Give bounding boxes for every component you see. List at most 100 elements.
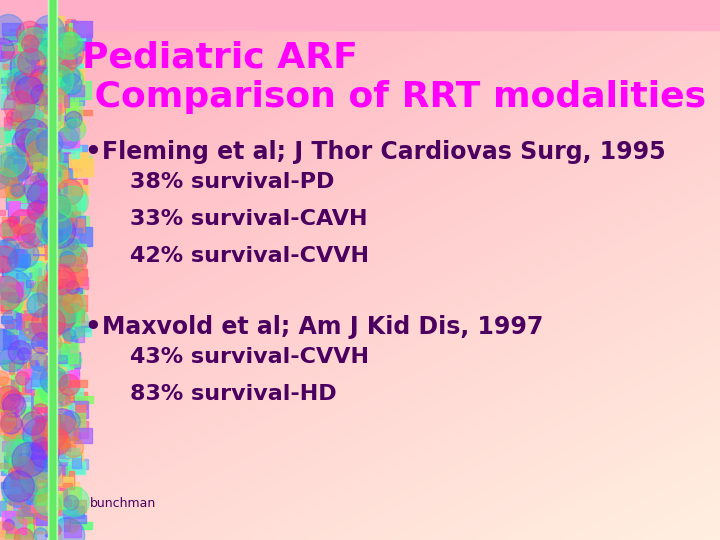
Bar: [66, 50, 77, 69]
Bar: [70, 309, 84, 322]
Bar: [73, 158, 93, 176]
Bar: [42, 495, 53, 505]
Bar: [43, 116, 63, 130]
Circle shape: [22, 472, 53, 502]
Bar: [63, 259, 82, 266]
Bar: [58, 324, 72, 330]
Bar: [30, 176, 41, 181]
Bar: [30, 70, 39, 87]
Bar: [58, 217, 76, 227]
Bar: [40, 158, 50, 174]
Circle shape: [40, 367, 68, 394]
Bar: [0, 467, 75, 472]
Bar: [51, 261, 66, 270]
Bar: [71, 64, 83, 69]
Bar: [55, 198, 63, 215]
Circle shape: [0, 145, 27, 177]
Bar: [24, 33, 30, 40]
Bar: [6, 291, 12, 303]
Bar: [32, 373, 47, 389]
Bar: [51, 287, 60, 292]
Bar: [55, 443, 71, 457]
Bar: [10, 330, 24, 344]
Bar: [66, 165, 74, 179]
Bar: [48, 193, 55, 200]
Bar: [30, 463, 48, 480]
Bar: [71, 219, 84, 232]
Bar: [0, 503, 75, 508]
Circle shape: [0, 347, 24, 372]
Bar: [48, 211, 66, 229]
Bar: [47, 516, 59, 531]
Bar: [4, 238, 12, 247]
Bar: [31, 367, 46, 386]
Bar: [50, 229, 57, 240]
Bar: [30, 284, 43, 301]
Circle shape: [15, 119, 50, 154]
Bar: [60, 267, 68, 280]
Bar: [68, 230, 81, 250]
Bar: [29, 471, 36, 485]
Bar: [68, 19, 75, 35]
Bar: [24, 525, 32, 537]
Bar: [7, 192, 20, 201]
Circle shape: [16, 53, 30, 68]
Bar: [18, 30, 22, 50]
Bar: [69, 515, 86, 523]
Bar: [11, 420, 16, 430]
Bar: [15, 56, 33, 66]
Bar: [61, 352, 80, 368]
Circle shape: [12, 440, 35, 463]
Bar: [53, 33, 64, 51]
Bar: [42, 239, 56, 244]
Bar: [73, 21, 91, 37]
Circle shape: [12, 241, 39, 268]
Bar: [2, 498, 8, 512]
Bar: [68, 215, 84, 220]
Bar: [25, 429, 42, 441]
Bar: [69, 203, 81, 221]
Circle shape: [29, 442, 58, 471]
Circle shape: [9, 249, 30, 271]
Bar: [22, 272, 34, 276]
Bar: [28, 130, 40, 138]
Bar: [12, 186, 22, 192]
Bar: [61, 256, 73, 271]
Bar: [40, 376, 52, 384]
Bar: [9, 465, 21, 479]
Bar: [67, 69, 84, 88]
Bar: [14, 150, 18, 157]
Bar: [44, 467, 55, 480]
Bar: [17, 369, 31, 375]
Bar: [18, 343, 25, 349]
Bar: [3, 56, 11, 63]
Bar: [74, 326, 90, 332]
Bar: [52, 517, 62, 530]
Bar: [52, 181, 63, 188]
Circle shape: [46, 197, 77, 227]
Bar: [59, 317, 71, 326]
Bar: [0, 351, 75, 356]
Bar: [19, 184, 26, 189]
Circle shape: [45, 165, 63, 184]
Circle shape: [0, 220, 20, 241]
Bar: [24, 298, 35, 314]
Bar: [32, 241, 42, 247]
Bar: [63, 510, 76, 518]
Bar: [68, 224, 78, 238]
Bar: [42, 496, 51, 515]
Circle shape: [6, 110, 22, 125]
Bar: [18, 475, 36, 491]
Circle shape: [22, 411, 45, 435]
Bar: [22, 266, 37, 280]
Circle shape: [0, 271, 31, 303]
Circle shape: [16, 134, 37, 156]
Bar: [2, 441, 19, 451]
Bar: [59, 255, 75, 271]
Bar: [50, 248, 59, 255]
Circle shape: [66, 118, 76, 128]
Bar: [58, 188, 66, 199]
Bar: [45, 432, 62, 445]
Bar: [61, 227, 76, 237]
Bar: [17, 91, 29, 94]
